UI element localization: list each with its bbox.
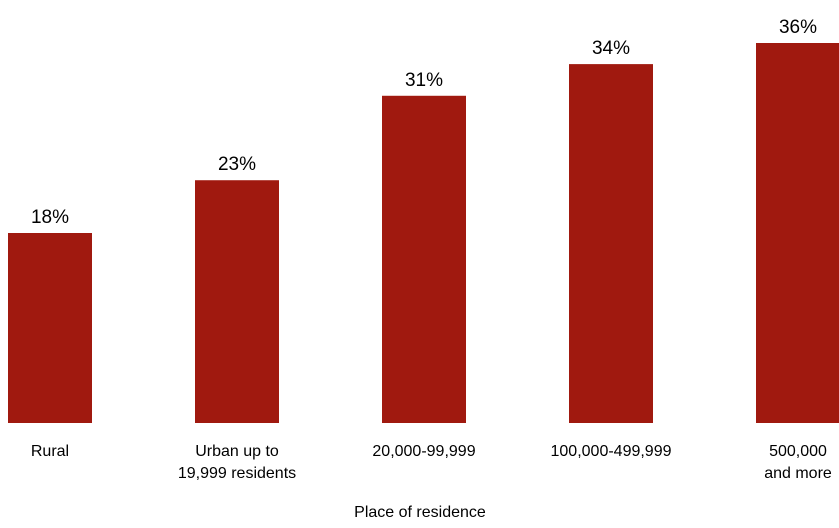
bar-1 [8, 233, 92, 423]
value-label-5: 36% [779, 17, 817, 38]
category-label-1: Rural [31, 443, 69, 460]
category-label-line: 100,000-499,999 [551, 443, 672, 460]
category-label-line: 19,999 residents [178, 465, 296, 482]
category-label-line: Urban up to [195, 443, 279, 460]
category-label-2: Urban up to 19,999 residents [178, 443, 296, 482]
value-label-2: 23% [218, 154, 256, 175]
bar-5 [756, 43, 839, 423]
category-label-line: Rural [31, 443, 69, 460]
value-label-3: 31% [405, 70, 443, 91]
category-labels-group: Rural Urban up to 19,999 residents 20,000-9… [31, 443, 832, 482]
category-label-4: 100,000-499,999 [551, 443, 672, 460]
category-label-3: 20,000-99,999 [372, 443, 475, 460]
bars-group [8, 43, 839, 424]
value-label-4: 34% [592, 38, 630, 59]
x-axis-title: Place of residence [354, 504, 486, 521]
bar-2 [195, 180, 279, 423]
bar-4 [569, 64, 653, 423]
bar-3 [382, 95, 466, 424]
category-label-5: 500,000 and more [764, 443, 832, 482]
category-label-line: 20,000-99,999 [372, 443, 475, 460]
category-label-line: 500,000 [769, 443, 827, 460]
category-label-line: and more [764, 465, 832, 482]
value-label-1: 18% [31, 207, 69, 228]
value-labels-group: 18% 23% 31% 34% 36% [31, 17, 817, 228]
